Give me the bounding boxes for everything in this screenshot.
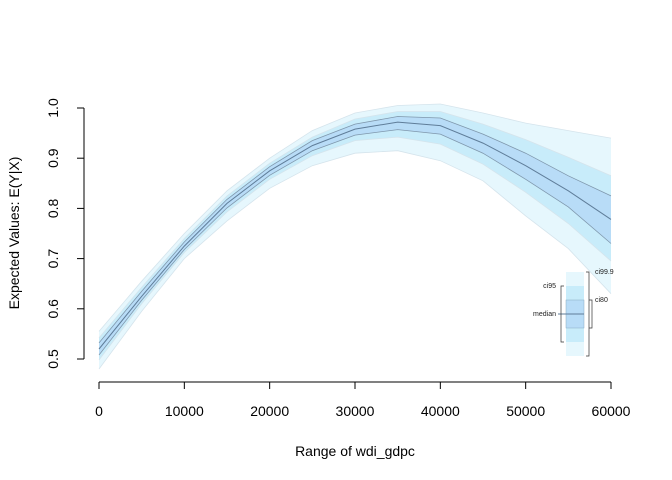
band-ci95-lower-line: [98, 136, 612, 361]
band-ci999: [99, 104, 611, 369]
band-ci95-upper-line: [98, 111, 612, 339]
legend-ci95-bracket: [560, 285, 564, 343]
x-axis: 0 10000 20000 30000 40000 50000 60000: [95, 381, 631, 419]
y-tick-label: 0.8: [45, 198, 61, 218]
legend-ci999-bracket: [586, 271, 590, 357]
legend-median-label: median: [533, 311, 556, 318]
y-axis: 0.5 0.6 0.7 0.8 0.9 1.0: [45, 98, 85, 369]
x-tick-label: 50000: [506, 403, 545, 419]
y-tick-label: 0.7: [45, 249, 61, 269]
legend: ci95 median ci99.9 ci80: [533, 269, 614, 357]
bands-layer: [99, 104, 611, 369]
median-line: [98, 121, 612, 350]
y-tick-label: 0.6: [45, 299, 61, 319]
band-ci80-upper-line: [98, 116, 612, 344]
x-axis-label: Range of wdi_gdpc: [295, 443, 415, 459]
legend-ci95-label: ci95: [543, 283, 556, 290]
legend-ci80-bracket: [589, 299, 593, 329]
y-tick-label: 0.5: [45, 349, 61, 369]
y-tick-label: 1.0: [45, 98, 61, 118]
y-axis-label: Expected Values: E(Y|X): [6, 157, 22, 310]
x-tick-label: 30000: [336, 403, 375, 419]
x-tick-label: 20000: [250, 403, 289, 419]
band-ci999-upper-line: [98, 103, 612, 332]
band-ci999-lower-line: [98, 150, 612, 370]
lines-layer: [98, 103, 612, 370]
legend-ci80-label: ci80: [595, 297, 608, 304]
x-tick-label: 10000: [165, 403, 204, 419]
y-ticks: 0.5 0.6 0.7 0.8 0.9 1.0: [45, 98, 84, 369]
x-tick-label: 0: [95, 403, 103, 419]
legend-ci999-label: ci99.9: [595, 269, 614, 276]
x-ticks: 0 10000 20000 30000 40000 50000 60000: [95, 382, 631, 419]
x-tick-label: 40000: [421, 403, 460, 419]
band-ci80-lower-line: [98, 129, 612, 356]
x-tick-label: 60000: [592, 403, 631, 419]
y-tick-label: 0.9: [45, 148, 61, 168]
